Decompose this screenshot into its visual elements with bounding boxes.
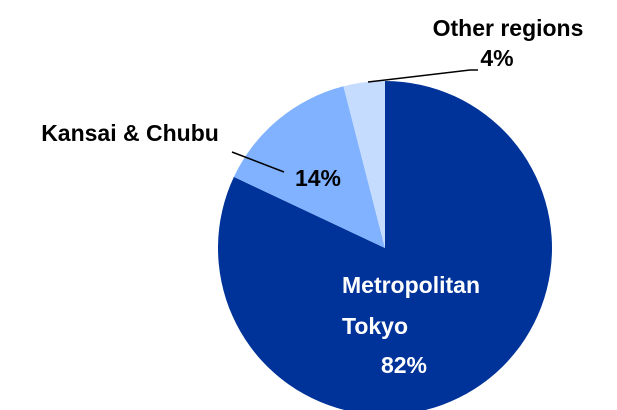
value-label: 4%	[480, 45, 513, 71]
pie-slice	[233, 86, 385, 248]
pie-slice	[218, 81, 552, 410]
value-label: 82%	[381, 352, 427, 378]
leader-line	[367, 69, 478, 83]
category-label: Other regions	[433, 15, 584, 41]
leader-line	[231, 151, 285, 173]
category-label: Metropolitan Tokyo	[342, 272, 480, 339]
pie	[218, 81, 552, 410]
value-label: 14%	[295, 165, 341, 191]
pie-slice	[343, 81, 385, 248]
category-label: Kansai & Chubu	[41, 120, 219, 146]
